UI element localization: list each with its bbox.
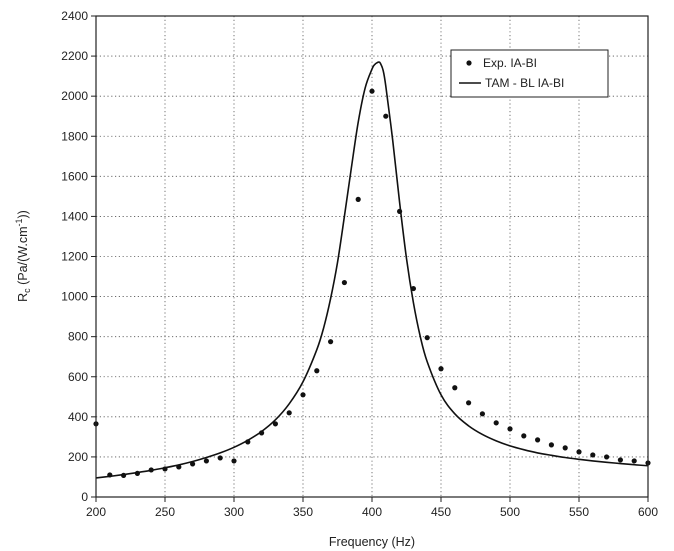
- x-tick-label: 250: [155, 505, 175, 519]
- y-tick-label: 1200: [61, 250, 88, 264]
- x-tick-label: 400: [362, 505, 382, 519]
- data-point-exp: [631, 458, 637, 464]
- y-axis-label-unit: (Pa/(W.cm: [16, 227, 30, 289]
- data-point-exp: [162, 466, 168, 472]
- x-tick-label: 300: [224, 505, 244, 519]
- y-tick-label: 2000: [61, 89, 88, 103]
- data-point-exp: [176, 464, 182, 470]
- data-point-exp: [521, 433, 527, 439]
- series-line-tam-bl: [95, 61, 649, 479]
- data-point-exp: [604, 454, 610, 460]
- y-tick-label: 1000: [61, 290, 88, 304]
- data-point-exp: [410, 285, 416, 292]
- data-point-exp: [190, 461, 196, 467]
- data-point-exp: [286, 410, 292, 416]
- tick-labels: 200 250 300 350 400 450 500 550 6000200400600800…: [61, 9, 658, 519]
- y-tick-label: 400: [68, 410, 88, 424]
- y-tick-label: 600: [68, 370, 88, 384]
- data-point-exp: [590, 452, 596, 458]
- data-point-exp: [617, 457, 624, 463]
- data-point-exp: [548, 442, 555, 448]
- y-tick-label: 800: [68, 330, 88, 344]
- data-point-exp: [245, 439, 251, 445]
- legend-label-tam: TAM - BL IA-BI: [485, 76, 564, 90]
- data-point-exp: [576, 449, 582, 455]
- data-point-exp: [134, 470, 140, 476]
- y-axis-label-subscript: c: [22, 288, 32, 293]
- data-point-exp: [341, 279, 347, 286]
- data-point-exp: [479, 411, 485, 417]
- x-tick-label: 450: [431, 505, 451, 519]
- y-axis-label-main: R: [16, 293, 30, 302]
- y-tick-label: 0: [81, 490, 88, 504]
- y-tick-label: 1400: [61, 209, 88, 223]
- data-point-exp: [562, 445, 568, 451]
- y-axis-label-superscript: -1: [14, 218, 24, 226]
- data-point-exp: [107, 472, 113, 478]
- legend-marker-exp: [466, 60, 472, 66]
- data-point-exp: [300, 392, 306, 398]
- x-tick-label: 600: [638, 505, 658, 519]
- plot-frame: [95, 15, 649, 498]
- y-tick-label: 200: [68, 450, 88, 464]
- x-tick-label: 550: [569, 505, 589, 519]
- y-tick-label: 1600: [61, 169, 88, 183]
- data-point-exp: [493, 420, 499, 426]
- legend-box: [450, 49, 609, 98]
- axis-ticks: [91, 15, 649, 502]
- data-point-exp: [466, 400, 472, 406]
- y-axis-label: Rc (Pa/(W.cm-1)): [14, 210, 32, 302]
- data-point-exp: [369, 88, 375, 94]
- data-point-exp: [148, 467, 154, 473]
- data-point-exp: [231, 458, 237, 464]
- data-point-exp: [424, 335, 430, 341]
- data-point-exp: [203, 458, 209, 464]
- data-point-exp: [272, 421, 278, 427]
- data-point-exp: [217, 455, 223, 461]
- x-tick-label: 200: [86, 505, 106, 519]
- y-axis-label-close: )): [16, 210, 30, 218]
- data-point-exp: [438, 366, 444, 372]
- data-point-exp: [383, 113, 389, 119]
- y-tick-label: 2200: [61, 49, 88, 63]
- legend-label-exp: Exp. IA-BI: [483, 56, 537, 70]
- data-point-exp: [355, 196, 361, 202]
- data-point-exp: [121, 472, 127, 478]
- data-point-exp: [314, 368, 320, 374]
- data-point-exp: [535, 437, 541, 443]
- plot-area: [93, 61, 651, 479]
- data-point-exp: [328, 339, 334, 345]
- data-point-exp: [397, 208, 403, 215]
- y-tick-label: 1800: [61, 129, 88, 143]
- data-point-exp: [259, 430, 265, 436]
- x-tick-label: 350: [293, 505, 313, 519]
- data-point-exp: [452, 385, 458, 391]
- legend: Exp. IA-BI TAM - BL IA-BI: [450, 49, 609, 98]
- x-tick-label: 500: [500, 505, 520, 519]
- data-point-exp: [507, 426, 513, 432]
- x-axis-label: Frequency (Hz): [329, 535, 415, 549]
- y-tick-label: 2400: [61, 9, 88, 23]
